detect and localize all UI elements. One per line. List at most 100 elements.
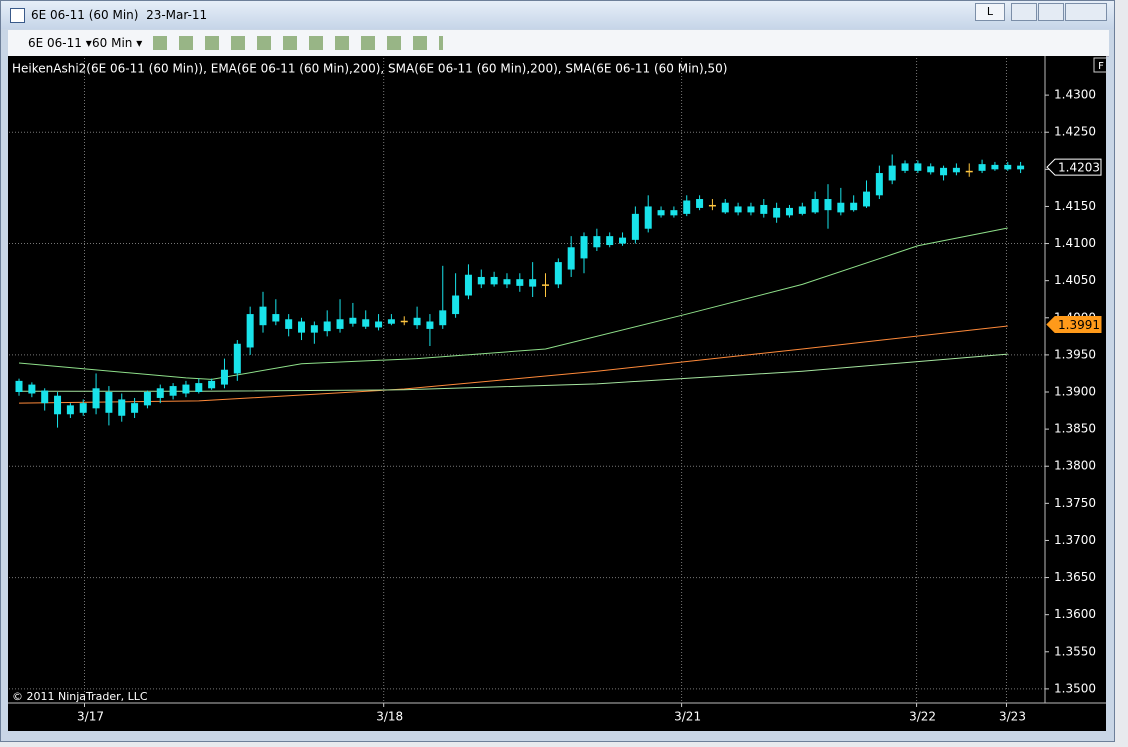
candle-body: [387, 319, 395, 324]
candle-body: [28, 384, 36, 394]
minimize-button[interactable]: [1011, 3, 1037, 21]
candle-body: [298, 321, 306, 333]
candle-body: [554, 262, 562, 285]
y-tick-label: 1.3800: [1054, 459, 1096, 473]
candle-body: [413, 317, 421, 326]
y-tick-label: 1.4150: [1054, 199, 1096, 213]
candle-body: [965, 170, 973, 173]
corner-label: F: [1098, 61, 1104, 72]
candle-body: [875, 173, 883, 196]
candle-body: [220, 369, 228, 385]
candle-body: [644, 206, 652, 229]
toolbar: 6E 06-11 ▾ 60 Min ▾: [8, 30, 1109, 57]
candle-body: [323, 321, 331, 332]
indicator-line: [19, 325, 1008, 404]
window-title: 6E 06-11 (60 Min) 23-Mar-11: [31, 8, 208, 22]
candle-body: [259, 306, 267, 326]
candle-body: [760, 204, 768, 214]
corner-box: [1093, 57, 1107, 73]
candle-body: [785, 207, 793, 216]
candle-body: [336, 319, 344, 329]
y-tick-label: 1.3500: [1054, 681, 1096, 695]
candle-body: [940, 167, 948, 176]
y-tick-label: 1.4300: [1054, 88, 1096, 102]
candle-body: [888, 165, 896, 181]
close-button[interactable]: [1065, 3, 1107, 21]
candle-body: [285, 319, 293, 329]
app-icon: [10, 8, 25, 23]
candle-body: [1004, 164, 1012, 170]
candle-body: [529, 279, 537, 287]
candle-body: [105, 392, 113, 413]
candle-body: [914, 163, 922, 171]
candle-body: [41, 390, 49, 404]
candle-body: [657, 210, 665, 216]
tool-icons[interactable]: [153, 36, 443, 50]
candle-body: [464, 274, 472, 296]
candle-body: [991, 164, 999, 170]
copyright: © 2011 NinjaTrader, LLC: [12, 690, 148, 703]
candle-body: [66, 405, 74, 415]
x-tick-label: 3/21: [674, 710, 701, 724]
candle-body: [439, 310, 447, 326]
candle-body: [1017, 165, 1025, 170]
candle-body: [952, 167, 960, 173]
candle-body: [773, 207, 781, 218]
candle-body: [708, 204, 716, 207]
price-marker: [1046, 158, 1102, 176]
candle-body: [233, 343, 241, 374]
interval-select[interactable]: 60 Min ▾: [92, 36, 143, 50]
candle-body: [195, 383, 203, 393]
candle-body: [156, 388, 164, 398]
y-tick-label: 1.3700: [1054, 533, 1096, 547]
maximize-button[interactable]: [1038, 3, 1064, 21]
candle-body: [118, 399, 126, 416]
y-tick-label: 1.3850: [1054, 422, 1096, 436]
candle-body: [606, 236, 614, 246]
candle-body: [696, 199, 704, 208]
y-tick-label: 1.3900: [1054, 385, 1096, 399]
y-tick-label: 1.3650: [1054, 570, 1096, 584]
candle-body: [850, 202, 858, 211]
y-tick-label: 1.4100: [1054, 236, 1096, 250]
candle-body: [79, 403, 87, 413]
candle-body: [452, 295, 460, 315]
candle-body: [169, 386, 177, 396]
l-button[interactable]: L: [975, 3, 1005, 21]
price-marker-label: 1.3991: [1058, 318, 1100, 332]
plot-background: [8, 56, 1106, 731]
price-marker: [1046, 315, 1102, 333]
y-tick-label: 1.4250: [1054, 125, 1096, 139]
y-tick-label: 1.3750: [1054, 496, 1096, 510]
candle-body: [721, 202, 729, 213]
candle-body: [362, 319, 370, 327]
y-tick-label: 1.4050: [1054, 273, 1096, 287]
candle-body: [246, 314, 254, 348]
candle-body: [15, 380, 23, 393]
candle-body: [503, 279, 511, 285]
candle-body: [927, 166, 935, 173]
y-tick-label: 1.3600: [1054, 607, 1096, 621]
interval: 60 Min: [92, 36, 133, 50]
candle-body: [863, 191, 871, 207]
instrument-select[interactable]: 6E 06-11 ▾: [28, 36, 92, 50]
chart: 3/173/183/213/223/231.43001.42501.42001.…: [8, 56, 1107, 731]
candle-body: [798, 206, 806, 214]
x-tick-label: 3/22: [909, 710, 936, 724]
candle-body: [837, 202, 845, 213]
indicator-line: [19, 353, 1008, 392]
candle-body: [516, 279, 524, 286]
y-tick-label: 1.3550: [1054, 644, 1096, 658]
candle-body: [143, 392, 151, 406]
candle-body: [631, 213, 639, 240]
candle-body: [426, 321, 434, 329]
candle-body: [978, 164, 986, 171]
candle-body: [567, 247, 575, 270]
candle-body: [824, 199, 832, 211]
candle-body: [490, 276, 498, 285]
price-marker-label: 1.4203: [1058, 161, 1100, 175]
indicator-label: HeikenAshi2(6E 06-11 (60 Min)), EMA(6E 0…: [12, 62, 727, 76]
candle-body: [619, 237, 627, 244]
